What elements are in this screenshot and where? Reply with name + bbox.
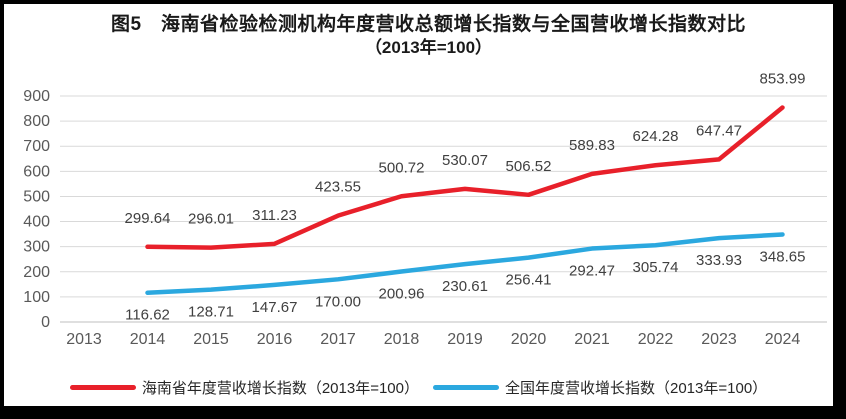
hainan-data-label: 853.99 — [760, 71, 806, 88]
hainan-data-label: 500.72 — [379, 159, 425, 176]
hainan-data-label: 506.52 — [506, 158, 552, 175]
national-data-label: 170.00 — [315, 293, 361, 310]
x-tick-label: 2020 — [511, 331, 547, 348]
national-series-marker-icon — [433, 385, 499, 390]
y-tick-label: 500 — [23, 188, 50, 205]
hainan-data-label: 624.28 — [633, 128, 679, 145]
y-tick-label: 0 — [41, 314, 50, 331]
y-tick-label: 100 — [23, 289, 50, 306]
x-tick-label: 2023 — [701, 331, 737, 348]
national-series-line — [145, 232, 785, 295]
national-data-label: 333.93 — [696, 252, 742, 269]
hainan-data-label: 530.07 — [442, 152, 488, 169]
x-tick-label: 2014 — [130, 331, 166, 348]
national-data-label: 200.96 — [379, 286, 425, 303]
hainan-data-label: 647.47 — [696, 122, 742, 139]
x-tick-label: 2016 — [257, 331, 293, 348]
national-data-label: 116.62 — [125, 307, 170, 324]
hainan-series-marker-icon — [69, 385, 136, 390]
national-data-label: 292.47 — [569, 263, 615, 280]
chart-legend: 海南省年度营收增长指数（2013年=100） 全国年度营收增长指数（2013年=… — [4, 377, 833, 398]
x-tick-label: 2018 — [384, 331, 420, 348]
x-tick-label: 2021 — [574, 331, 610, 348]
y-tick-label: 700 — [23, 138, 50, 155]
national-data-label: 128.71 — [188, 304, 234, 321]
hainan-data-label: 589.83 — [569, 137, 615, 154]
x-tick-label: 2024 — [765, 331, 801, 348]
y-tick-label: 600 — [23, 163, 50, 180]
hainan-series-line — [145, 105, 785, 250]
y-tick-label: 400 — [23, 214, 50, 231]
national-data-label: 230.61 — [442, 278, 488, 295]
chart-subtitle: （2013年=100） — [364, 38, 493, 57]
y-tick-label: 300 — [23, 239, 50, 256]
hainan-data-label: 299.64 — [125, 210, 171, 227]
line-chart-plot: 0 100 200 300 400 500 600 700 800 900 2013 2014 2015… — [23, 71, 827, 348]
legend-item-national: 全国年度营收增长指数（2013年=100） — [433, 377, 767, 398]
national-data-label: 147.67 — [252, 299, 298, 316]
national-data-label: 305.74 — [633, 259, 679, 276]
hainan-data-label: 296.01 — [188, 211, 234, 228]
national-data-label: 348.65 — [760, 248, 806, 265]
x-tick-label: 2022 — [638, 331, 674, 348]
x-tick-label: 2013 — [66, 331, 102, 348]
y-tick-label: 200 — [23, 264, 50, 281]
national-data-label: 256.41 — [506, 272, 552, 289]
chart-canvas: 图5 海南省检验检测机构年度营收总额增长指数与全国营收增长指数对比 （2013年… — [4, 4, 833, 406]
legend-label-national: 全国年度营收增长指数（2013年=100） — [505, 380, 768, 397]
x-tick-label: 2017 — [320, 331, 356, 348]
legend-label-hainan: 海南省年度营收增长指数（2013年=100） — [141, 380, 419, 397]
chart-title-block: 图5 海南省检验检测机构年度营收总额增长指数与全国营收增长指数对比 （2013年… — [4, 13, 833, 59]
y-tick-label: 900 — [23, 88, 50, 105]
x-tick-label: 2015 — [193, 331, 229, 348]
legend-item-hainan: 海南省年度营收增长指数（2013年=100） — [69, 377, 419, 398]
x-tick-label: 2019 — [447, 331, 483, 348]
hainan-data-label: 423.55 — [315, 179, 361, 196]
chart-title: 图5 海南省检验检测机构年度营收总额增长指数与全国营收增长指数对比 — [110, 14, 747, 35]
y-tick-label: 800 — [23, 113, 50, 130]
hainan-data-label: 311.23 — [252, 207, 297, 224]
